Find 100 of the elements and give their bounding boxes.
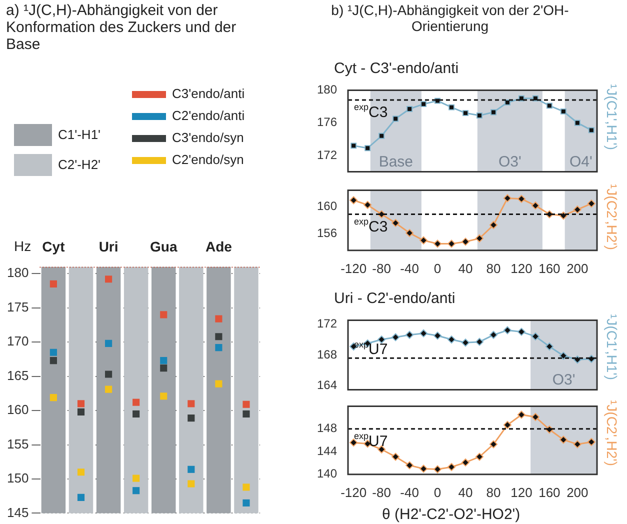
point <box>50 280 57 288</box>
point <box>587 200 596 208</box>
point <box>378 132 385 139</box>
point <box>518 95 524 102</box>
x-tick-label: 120 <box>510 484 532 500</box>
x-tick-label: -80 <box>372 260 391 276</box>
y-tick-label: 140 <box>316 466 338 481</box>
y-tick-label: 172 <box>316 148 338 162</box>
x-tick-label: -40 <box>400 484 419 500</box>
point <box>132 410 140 418</box>
legend-label: C3'endo/syn <box>172 130 244 145</box>
point <box>517 328 526 336</box>
point <box>77 468 85 476</box>
x-tick-label: -40 <box>400 260 419 276</box>
point <box>462 338 470 347</box>
point <box>448 463 456 472</box>
point <box>215 333 222 340</box>
band-label: O4' <box>569 153 592 170</box>
point <box>160 392 168 400</box>
point <box>364 200 372 209</box>
point <box>105 370 112 378</box>
point <box>392 218 400 227</box>
x-tick-label: 160 <box>538 260 560 276</box>
point <box>406 106 413 112</box>
point <box>560 108 566 114</box>
point <box>434 332 442 340</box>
chart-title: b) ¹J(C,H)-Abhängigkeit von der 2'OH-Orientierung <box>330 2 570 34</box>
point <box>406 330 414 339</box>
x-tick-label: 0 <box>434 484 442 500</box>
x-tick-label: Gua <box>150 238 178 254</box>
point <box>531 332 540 340</box>
point <box>531 413 540 421</box>
point <box>188 400 195 408</box>
point <box>462 458 470 466</box>
legend-label: C2'-H2' <box>58 157 101 172</box>
legend-label: C2'endo/anti <box>172 108 245 123</box>
point <box>434 240 442 248</box>
point <box>559 352 568 360</box>
x-axis-title: θ (H2'-C2'-O2'-HO2') <box>382 506 520 523</box>
point <box>392 116 399 122</box>
point <box>105 276 112 283</box>
point <box>420 464 428 473</box>
point <box>160 311 168 318</box>
point <box>160 364 168 372</box>
point <box>574 120 580 126</box>
point <box>573 206 582 214</box>
x-tick-label: Uri <box>98 238 118 254</box>
point <box>462 238 470 246</box>
y-tick-label: 155 <box>6 436 29 452</box>
x-tick-label: -120 <box>340 484 367 500</box>
point <box>434 98 441 104</box>
point <box>132 474 140 482</box>
y-axis-title: ¹J(C2',H2') <box>604 400 620 466</box>
point <box>242 484 250 491</box>
point <box>420 236 428 244</box>
point <box>406 461 414 470</box>
point <box>50 348 57 356</box>
point <box>420 329 428 338</box>
point <box>434 465 442 474</box>
y-tick-label: 176 <box>316 115 338 130</box>
point <box>132 487 140 494</box>
x-tick-label: 40 <box>458 484 473 500</box>
x-tick-label: 40 <box>458 260 473 276</box>
point <box>517 410 526 419</box>
legend-label: C2'endo/syn <box>172 152 244 167</box>
y-tick-label: 145 <box>6 504 29 520</box>
point <box>546 102 552 109</box>
point <box>489 330 498 339</box>
point <box>503 326 512 334</box>
point <box>532 95 538 102</box>
point <box>242 400 250 408</box>
chart-title: Uri - C2'-endo/anti <box>334 290 456 307</box>
point <box>475 452 484 461</box>
point <box>573 440 582 448</box>
point <box>350 142 357 149</box>
point <box>503 194 512 202</box>
point <box>50 394 57 402</box>
y-tick-label: 156 <box>316 226 338 240</box>
point <box>188 480 195 488</box>
chart-subtitle: Cyt - C3'-endo/anti <box>334 60 459 77</box>
point <box>476 112 482 118</box>
point <box>559 212 568 220</box>
legend-label: C1'-H1' <box>58 127 101 142</box>
legend-label: C3'endo/anti <box>172 86 245 101</box>
point <box>587 438 596 446</box>
point <box>242 410 250 418</box>
y-axis-title: ¹J(C1',H1') <box>604 314 620 380</box>
point <box>77 494 85 501</box>
y-tick-label: 160 <box>316 199 338 214</box>
point <box>215 344 222 352</box>
y-axis-title: Hz <box>14 238 32 254</box>
point <box>448 336 456 344</box>
band-label: O3' <box>498 153 522 170</box>
point <box>105 340 112 347</box>
y-tick-label: 175 <box>6 299 29 314</box>
point <box>132 398 140 406</box>
point <box>588 127 594 134</box>
y-tick-label: 172 <box>316 316 338 330</box>
point <box>406 229 414 238</box>
point <box>392 333 400 342</box>
